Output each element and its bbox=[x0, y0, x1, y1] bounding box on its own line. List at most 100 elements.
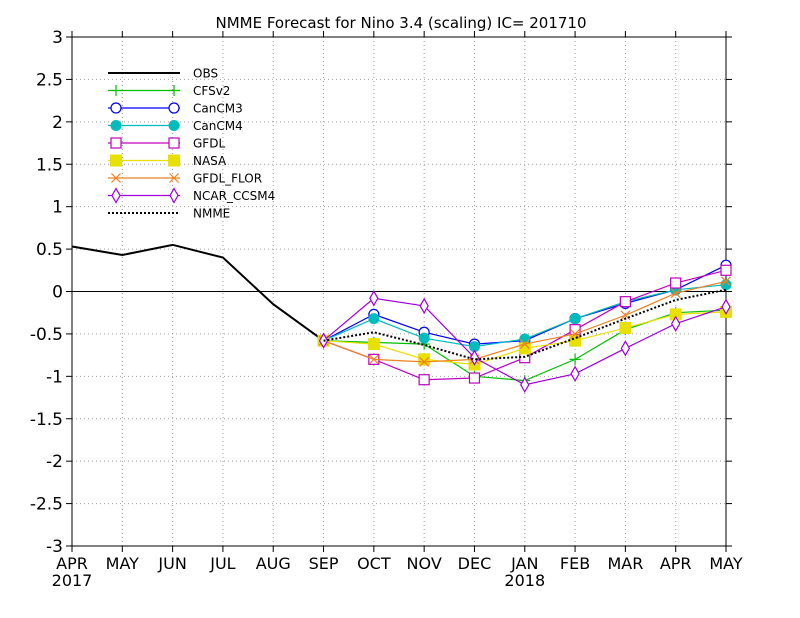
data-point-cancm4 bbox=[569, 313, 581, 325]
chart-title: NMME Forecast for Nino 3.4 (scaling) IC=… bbox=[215, 14, 586, 32]
legend-label: GFDL bbox=[193, 137, 225, 151]
legend-marker bbox=[169, 173, 179, 183]
data-point-gfdl-flor bbox=[368, 354, 379, 365]
x-tick-label: FEB bbox=[560, 554, 590, 573]
x-year-label: 2017 bbox=[52, 571, 93, 590]
data-point-nasa bbox=[418, 353, 431, 366]
series-layer bbox=[71, 243, 732, 394]
data-point-gfdl bbox=[619, 296, 631, 308]
chart-legend: OBS CFSv2 CanCM3 CanCM4 GFDL NASA GFDL_FLOR NCA… bbox=[108, 67, 275, 221]
data-point-ncar-ccsm4 bbox=[469, 349, 480, 366]
legend-marker bbox=[168, 137, 180, 149]
legend-marker bbox=[110, 154, 122, 167]
legend-marker bbox=[168, 85, 180, 96]
y-tick-label: 1.5 bbox=[36, 155, 63, 175]
data-point-ncar-ccsm4 bbox=[419, 297, 429, 315]
y-tick-label: 0.5 bbox=[36, 240, 63, 260]
legend-marker bbox=[110, 120, 122, 131]
legend-label: CFSv2 bbox=[193, 84, 230, 98]
grid-layer bbox=[72, 37, 726, 546]
y-tick-label: 1 bbox=[52, 198, 63, 218]
x-tick-label: SEP bbox=[309, 554, 339, 573]
series-obs bbox=[71, 243, 325, 342]
data-point-nasa bbox=[367, 338, 380, 351]
data-point-gfdl-flor bbox=[721, 276, 731, 287]
series-line-nmme bbox=[323, 288, 727, 361]
series-line-obs bbox=[71, 243, 325, 342]
data-point-ncar-ccsm4 bbox=[721, 298, 731, 315]
y-tick-label: -3 bbox=[46, 537, 63, 557]
legend-entry-gfdl-flor: GFDL_FLOR bbox=[108, 172, 262, 186]
x-tick-label: APR bbox=[660, 554, 692, 573]
data-point-gfdl-flor bbox=[670, 288, 681, 299]
data-point-ncar-ccsm4 bbox=[570, 365, 580, 382]
y-tick-label: 2.5 bbox=[36, 70, 63, 90]
x-tick-label: OCT bbox=[357, 554, 391, 573]
data-point-gfdl bbox=[670, 277, 682, 289]
data-point-ncar-ccsm4 bbox=[369, 290, 379, 307]
legend-entry-ncar-ccsm4: NCAR_CCSM4 bbox=[108, 187, 275, 204]
x-tick-label: APR bbox=[56, 554, 88, 573]
data-point-gfdl bbox=[468, 372, 481, 384]
legend-entry-nasa: NASA bbox=[108, 154, 227, 168]
data-point-nasa bbox=[518, 342, 531, 355]
y-tick-label: 2 bbox=[52, 113, 63, 133]
x-tick-label: MAY bbox=[106, 554, 140, 573]
y-tick-label: 3 bbox=[52, 28, 63, 48]
legend-entry-cancm3: CanCM3 bbox=[108, 102, 243, 116]
series-ncar-ccsm4 bbox=[318, 290, 731, 394]
data-point-cfsv2 bbox=[569, 353, 581, 365]
legend-label: OBS bbox=[193, 67, 218, 81]
legend-label: NMME bbox=[193, 207, 230, 221]
legend-marker bbox=[111, 187, 121, 204]
data-point-ncar-ccsm4 bbox=[671, 315, 681, 332]
legend-entry-nmme: NMME bbox=[108, 207, 230, 221]
legend-label: GFDL_FLOR bbox=[193, 172, 262, 186]
y-tick-label: -1 bbox=[46, 367, 63, 387]
x-tick-label: JUL bbox=[209, 554, 235, 573]
x-tick-label: AUG bbox=[256, 554, 291, 573]
y-tick-label: -2.5 bbox=[30, 495, 63, 515]
data-point-nasa bbox=[619, 321, 632, 334]
series-nmme bbox=[323, 288, 727, 361]
data-point-gfdl bbox=[720, 264, 732, 276]
legend-marker bbox=[168, 120, 180, 131]
data-point-cancm4 bbox=[418, 332, 430, 344]
legend-marker bbox=[110, 102, 122, 114]
data-point-ncar-ccsm4 bbox=[620, 340, 631, 357]
x-tick-label: JAN bbox=[510, 554, 538, 573]
data-point-gfdl-flor bbox=[519, 339, 530, 350]
legend-marker bbox=[110, 85, 122, 96]
x-tick-label: MAR bbox=[607, 554, 643, 573]
legend-marker bbox=[110, 137, 122, 149]
legend-marker bbox=[168, 154, 180, 167]
legend-label: NCAR_CCSM4 bbox=[193, 189, 275, 203]
data-point-gfdl-flor bbox=[570, 328, 581, 339]
data-point-ncar-ccsm4 bbox=[520, 376, 530, 394]
legend-label: CanCM4 bbox=[193, 119, 243, 133]
data-point-gfdl-flor bbox=[419, 356, 430, 367]
legend-marker bbox=[168, 102, 180, 114]
legend-marker bbox=[169, 187, 179, 204]
x-tick-label: MAY bbox=[709, 554, 743, 573]
y-tick-label: -0.5 bbox=[30, 325, 63, 345]
y-tick-label: 0 bbox=[52, 283, 63, 303]
x-year-label: 2018 bbox=[504, 571, 545, 590]
y-tick-label: -2 bbox=[46, 452, 63, 472]
x-tick-label: JUN bbox=[157, 554, 186, 573]
legend-entry-cancm4: CanCM4 bbox=[108, 119, 243, 133]
legend-marker bbox=[111, 173, 121, 183]
x-tick-label: DEC bbox=[458, 554, 492, 573]
legend-label: NASA bbox=[193, 154, 227, 168]
legend-entry-cfsv2: CFSv2 bbox=[108, 84, 230, 98]
x-tick-label: NOV bbox=[407, 554, 442, 573]
legend-label: CanCM3 bbox=[193, 102, 243, 116]
data-point-cancm4 bbox=[368, 313, 380, 325]
y-tick-label: -1.5 bbox=[30, 410, 63, 430]
data-point-gfdl bbox=[418, 374, 430, 386]
data-point-nasa bbox=[569, 334, 582, 347]
legend-entry-obs: OBS bbox=[108, 67, 218, 81]
legend-entry-gfdl: GFDL bbox=[108, 137, 225, 151]
